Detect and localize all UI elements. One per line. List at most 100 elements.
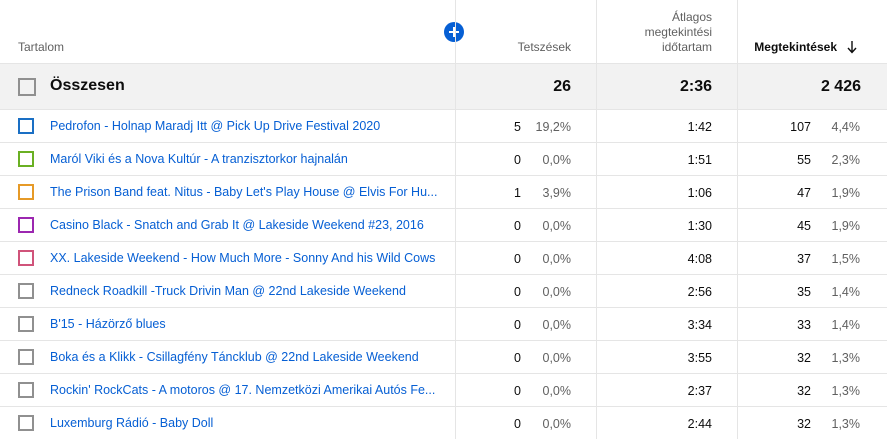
likes-percent: 0,0% <box>542 351 572 365</box>
avg-duration-value: 2:56 <box>687 285 712 299</box>
row-checkbox[interactable] <box>18 349 34 365</box>
column-header-likes[interactable]: Tetszések <box>455 0 596 63</box>
column-header-avg-duration[interactable]: Átlagos megtekintési időtartam <box>596 0 737 63</box>
avg-duration-value: 4:08 <box>687 252 712 266</box>
table-row: Casino Black - Snatch and Grab It @ Lake… <box>0 209 887 242</box>
video-title-link[interactable]: The Prison Band feat. Nitus - Baby Let's… <box>50 185 438 199</box>
table-row: Rockin' RockCats - A motoros @ 17. Nemze… <box>0 374 887 407</box>
avg-duration-value: 2:37 <box>687 384 712 398</box>
column-divider <box>455 0 456 439</box>
likes-value: 0 <box>514 219 521 233</box>
table-row: Redneck Roadkill -Truck Drivin Man @ 22n… <box>0 275 887 308</box>
video-title-link[interactable]: B'15 - Házörző blues <box>50 317 166 331</box>
column-header-content[interactable]: Tartalom <box>0 0 455 63</box>
table-row: The Prison Band feat. Nitus - Baby Let's… <box>0 176 887 209</box>
views-value: 32 <box>797 351 811 365</box>
avg-duration-value: 3:34 <box>687 318 712 332</box>
video-title-link[interactable]: Casino Black - Snatch and Grab It @ Lake… <box>50 218 424 232</box>
row-checkbox[interactable] <box>18 382 34 398</box>
likes-percent: 19,2% <box>535 120 571 134</box>
table-row: B'15 - Házörző blues 0 0,0% 3:34 33 1,4% <box>0 308 887 341</box>
avg-duration-value: 1:30 <box>687 219 712 233</box>
column-header-views[interactable]: Megtekintések <box>737 0 887 63</box>
views-value: 35 <box>797 285 811 299</box>
avg-duration-value: 3:55 <box>687 351 712 365</box>
row-checkbox[interactable] <box>18 250 34 266</box>
video-title-link[interactable]: XX. Lakeside Weekend - How Much More - S… <box>50 251 436 265</box>
views-percent: 1,9% <box>831 186 861 200</box>
avg-duration-label-line-2: megtekintési <box>644 25 712 39</box>
avg-duration-value: 2:44 <box>687 417 712 431</box>
avg-duration-value: 1:51 <box>687 153 712 167</box>
likes-value: 1 <box>514 186 521 200</box>
views-column-label: Megtekintések <box>754 40 837 54</box>
views-percent: 1,5% <box>831 252 861 266</box>
likes-value: 0 <box>514 417 521 431</box>
table-header: Tartalom Tetszések Átlagos megtekintési … <box>0 0 887 63</box>
views-percent: 1,9% <box>831 219 861 233</box>
row-checkbox[interactable] <box>18 151 34 167</box>
views-percent: 2,3% <box>831 153 861 167</box>
video-title-link[interactable]: Rockin' RockCats - A motoros @ 17. Nemze… <box>50 383 436 397</box>
views-value: 37 <box>797 252 811 266</box>
views-percent: 1,3% <box>831 417 861 431</box>
select-all-checkbox[interactable] <box>18 78 36 96</box>
views-percent: 1,3% <box>831 384 861 398</box>
likes-value: 0 <box>514 252 521 266</box>
arrow-down-icon <box>847 41 857 54</box>
video-title-link[interactable]: Pedrofon - Holnap Maradj Itt @ Pick Up D… <box>50 119 381 133</box>
total-label: Összesen <box>50 77 125 94</box>
total-row: Összesen 26 2:36 2 426 <box>0 63 887 110</box>
row-checkbox[interactable] <box>18 415 34 431</box>
likes-value: 5 <box>514 120 521 134</box>
table-row: Boka és a Klikk - Csillagfény Táncklub @… <box>0 341 887 374</box>
table-row: Maról Viki és a Nova Kultúr - A tranzisz… <box>0 143 887 176</box>
likes-percent: 0,0% <box>542 417 572 431</box>
likes-percent: 0,0% <box>542 285 572 299</box>
avg-duration-label-line-3: időtartam <box>661 40 712 54</box>
row-checkbox[interactable] <box>18 283 34 299</box>
total-likes: 26 <box>553 78 571 95</box>
row-checkbox[interactable] <box>18 217 34 233</box>
avg-duration-label-line-1: Átlagos <box>671 10 712 24</box>
views-value: 33 <box>797 318 811 332</box>
total-views: 2 426 <box>820 78 861 95</box>
likes-value: 0 <box>514 318 521 332</box>
video-title-link[interactable]: Boka és a Klikk - Csillagfény Táncklub @… <box>50 350 419 364</box>
column-divider <box>737 0 738 439</box>
plus-circle-icon[interactable] <box>444 22 464 42</box>
views-value: 45 <box>797 219 811 233</box>
video-title-link[interactable]: Redneck Roadkill -Truck Drivin Man @ 22n… <box>50 284 406 298</box>
row-checkbox[interactable] <box>18 184 34 200</box>
avg-duration-value: 1:06 <box>687 186 712 200</box>
views-value: 55 <box>797 153 811 167</box>
likes-column-label: Tetszések <box>517 40 571 54</box>
column-divider <box>596 0 597 439</box>
table-row: Luxemburg Rádió - Baby Doll 0 0,0% 2:44 32 1,… <box>0 407 887 439</box>
video-title-link[interactable]: Maról Viki és a Nova Kultúr - A tranzisz… <box>50 152 348 166</box>
table-row: Pedrofon - Holnap Maradj Itt @ Pick Up D… <box>0 110 887 143</box>
content-column-label: Tartalom <box>18 40 65 54</box>
views-value: 32 <box>797 417 811 431</box>
video-title-link[interactable]: Luxemburg Rádió - Baby Doll <box>50 416 214 430</box>
likes-percent: 3,9% <box>542 186 572 200</box>
table-row: XX. Lakeside Weekend - How Much More - S… <box>0 242 887 275</box>
avg-duration-value: 1:42 <box>687 120 712 134</box>
likes-percent: 0,0% <box>542 219 572 233</box>
avg-duration-column-label: Átlagos megtekintési időtartam <box>645 10 712 55</box>
views-percent: 1,3% <box>831 351 861 365</box>
likes-percent: 0,0% <box>542 384 572 398</box>
likes-value: 0 <box>514 285 521 299</box>
views-value: 107 <box>790 120 811 134</box>
likes-value: 0 <box>514 384 521 398</box>
likes-percent: 0,0% <box>542 252 572 266</box>
row-checkbox[interactable] <box>18 316 34 332</box>
views-value: 32 <box>797 384 811 398</box>
views-percent: 4,4% <box>831 120 861 134</box>
views-value: 47 <box>797 186 811 200</box>
row-checkbox[interactable] <box>18 118 34 134</box>
likes-value: 0 <box>514 153 521 167</box>
total-avg-duration: 2:36 <box>679 78 712 95</box>
likes-percent: 0,0% <box>542 318 572 332</box>
views-percent: 1,4% <box>831 318 861 332</box>
